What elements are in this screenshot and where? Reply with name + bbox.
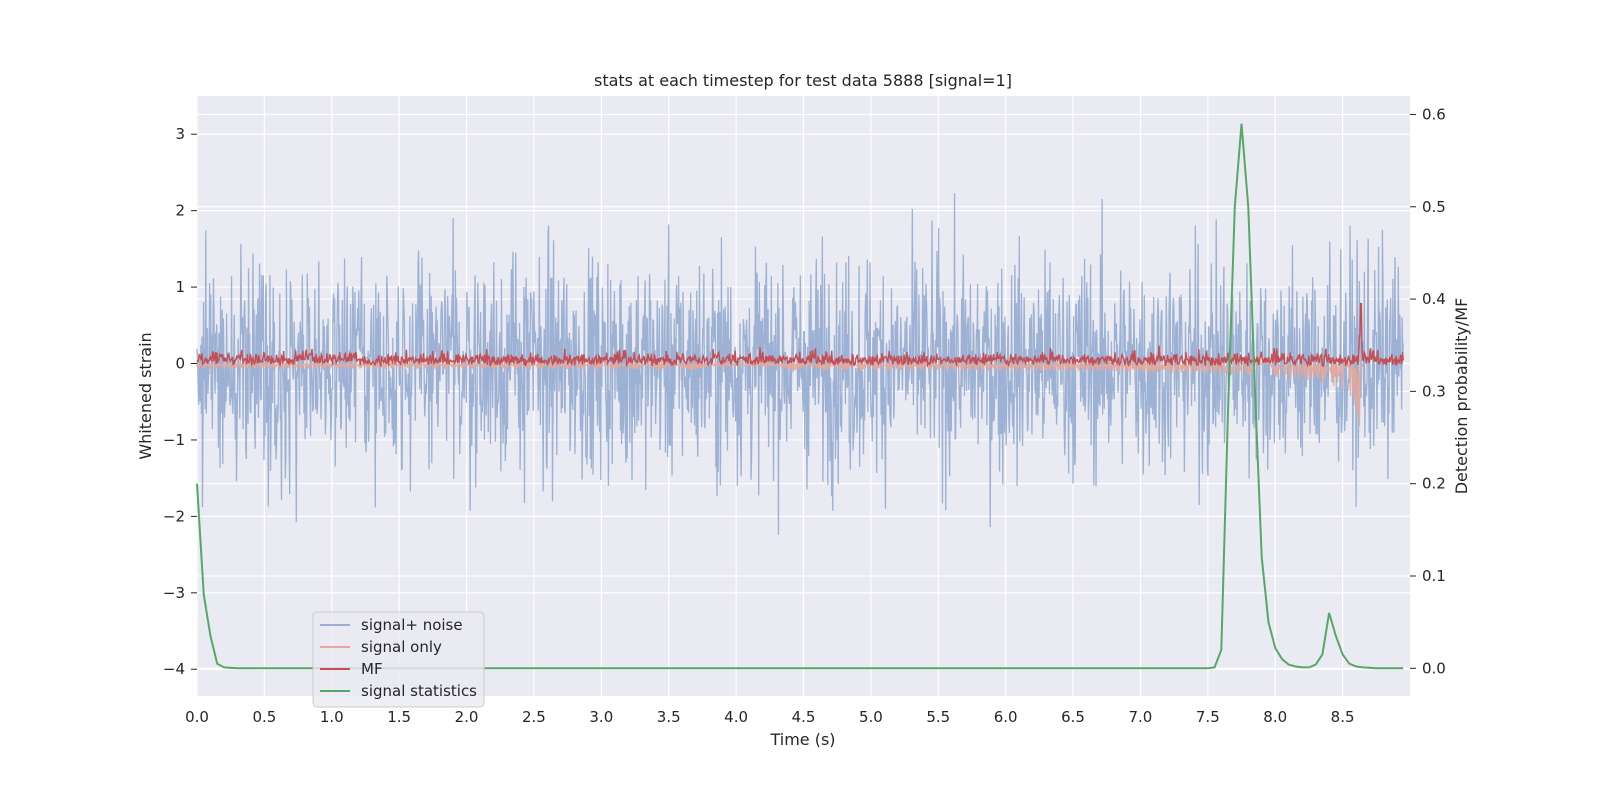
y-tick-label: −1 bbox=[163, 431, 185, 449]
x-tick-label: 7.0 bbox=[1129, 708, 1153, 726]
x-axis-ticks: 0.0 0.5 1.0 1.5 2.0 2.5 3.0 3.5 4.0 4.5 5.0 5.5 6.0 6… bbox=[185, 708, 1354, 726]
signal-only-series bbox=[196, 361, 1364, 426]
x-tick-label: 8.5 bbox=[1331, 708, 1355, 726]
x-tick-label: 5.5 bbox=[926, 708, 950, 726]
y2-axis-ticks: 0.6 0.5 0.4 0.3 0.2 0.1 0.0 bbox=[1410, 105, 1446, 677]
y2-tick-label: 0.6 bbox=[1422, 105, 1446, 123]
y2-tick-label: 0.5 bbox=[1422, 198, 1446, 216]
y2-tick-label: 0.3 bbox=[1422, 382, 1446, 400]
mf-line bbox=[196, 302, 1404, 368]
x-tick-label: 4.0 bbox=[724, 708, 748, 726]
x-tick-label: 8.0 bbox=[1263, 708, 1287, 726]
y-tick-label: −3 bbox=[163, 584, 185, 602]
x-axis-label: Time (s) bbox=[769, 730, 835, 749]
x-tick-label: 4.5 bbox=[792, 708, 816, 726]
x-tick-label: 6.0 bbox=[994, 708, 1018, 726]
x-tick-label: 0.5 bbox=[252, 708, 276, 726]
legend: signal+ noise signal only MF signal stat… bbox=[312, 611, 485, 708]
x-tick-label: 1.0 bbox=[320, 708, 344, 726]
chart-title: stats at each timestep for test data 588… bbox=[594, 71, 1012, 90]
x-tick-label: 2.0 bbox=[455, 708, 479, 726]
y-tick-label: 3 bbox=[175, 125, 185, 143]
x-tick-label: 3.0 bbox=[589, 708, 613, 726]
y2-tick-label: 0.2 bbox=[1422, 475, 1446, 493]
legend-box bbox=[312, 611, 485, 708]
signal-noise-line bbox=[196, 193, 1404, 535]
x-tick-label: 7.5 bbox=[1196, 708, 1220, 726]
signal-noise-series bbox=[196, 193, 1404, 535]
y-tick-label: −2 bbox=[163, 507, 185, 525]
x-tick-label: 3.5 bbox=[657, 708, 681, 726]
mf-series bbox=[196, 302, 1404, 368]
x-tick-label: 5.0 bbox=[859, 708, 883, 726]
x-tick-label: 6.5 bbox=[1061, 708, 1085, 726]
y-tick-label: −4 bbox=[163, 660, 185, 678]
y-axis-ticks: 3 2 1 0 −1 −2 −3 −4 bbox=[163, 125, 197, 678]
y2-tick-label: 0.0 bbox=[1422, 659, 1446, 677]
y-tick-label: 0 bbox=[175, 355, 185, 373]
y-tick-label: 1 bbox=[175, 278, 185, 296]
x-tick-label: 2.5 bbox=[522, 708, 546, 726]
signal-only-line bbox=[196, 361, 1364, 426]
x-tick-label: 0.0 bbox=[185, 708, 209, 726]
legend-label-mf: MF bbox=[361, 660, 383, 678]
legend-label-signal-statistics: signal statistics bbox=[361, 682, 477, 700]
y2-tick-label: 0.1 bbox=[1422, 567, 1446, 585]
y-tick-label: 2 bbox=[175, 202, 185, 220]
y-axis-label: Whitened strain bbox=[136, 332, 155, 459]
legend-label-signal-noise: signal+ noise bbox=[361, 616, 463, 634]
legend-label-signal-only: signal only bbox=[361, 638, 442, 656]
y2-tick-label: 0.4 bbox=[1422, 290, 1446, 308]
x-tick-label: 1.5 bbox=[387, 708, 411, 726]
y2-axis-label: Detection probability/MF bbox=[1452, 298, 1471, 495]
